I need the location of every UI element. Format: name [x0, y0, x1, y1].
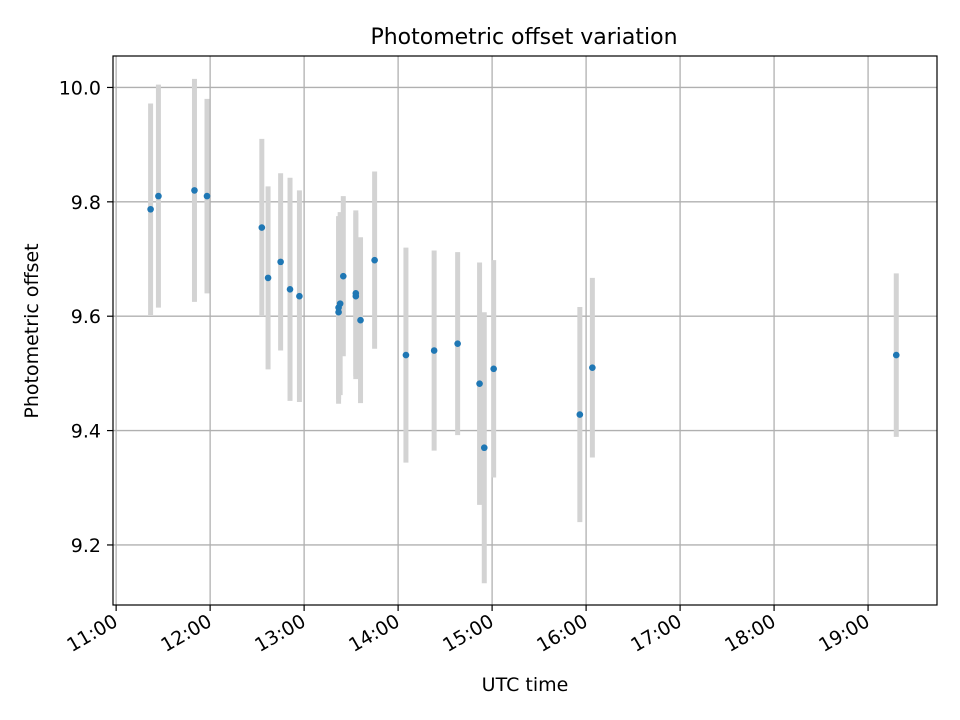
data-point — [454, 340, 461, 347]
data-point — [191, 187, 198, 194]
data-point — [589, 364, 596, 371]
data-point — [339, 272, 347, 280]
y-axis-label: Photometric offset — [21, 243, 43, 418]
data-point — [352, 292, 360, 300]
data-point — [336, 300, 344, 307]
data-point — [258, 224, 266, 231]
data-point — [480, 444, 488, 452]
data-point — [296, 292, 303, 300]
data-point — [357, 316, 364, 324]
y-tick-label: 9.8 — [71, 192, 101, 214]
data-point — [277, 258, 284, 266]
data-point — [490, 365, 497, 373]
data-point — [335, 308, 342, 316]
data-point — [430, 347, 438, 354]
data-point — [286, 286, 294, 293]
y-tick-label: 9.4 — [71, 421, 101, 443]
data-point — [371, 256, 378, 264]
grid-lines — [113, 56, 937, 605]
data-point — [147, 205, 154, 213]
data-points — [147, 187, 900, 452]
data-point — [155, 192, 162, 200]
y-axis-ticks: 9.2 9.4 9.6 9.8 10.0 — [59, 77, 113, 557]
data-point — [576, 411, 584, 418]
plot-frame — [112, 55, 938, 606]
chart-title: Photometric offset variation — [370, 25, 677, 50]
data-point — [264, 274, 272, 282]
data-point — [203, 192, 211, 200]
x-axis-label: UTC time — [482, 674, 569, 696]
data-point — [892, 351, 900, 359]
data-point — [402, 351, 410, 359]
data-point — [476, 380, 483, 387]
y-tick-label: 10.0 — [59, 77, 101, 99]
y-tick-label: 9.6 — [71, 306, 101, 328]
y-tick-label: 9.2 — [71, 535, 101, 557]
